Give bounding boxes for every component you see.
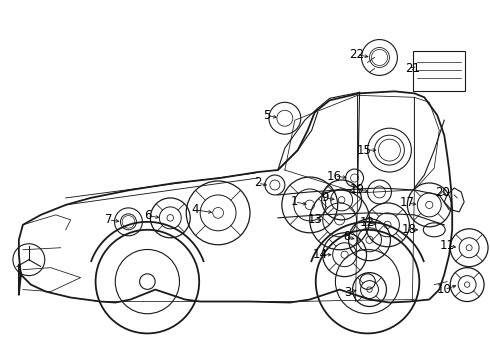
Text: 12: 12 [360, 216, 375, 229]
Text: 17: 17 [400, 197, 415, 210]
Text: 19: 19 [350, 184, 365, 197]
Text: 22: 22 [349, 48, 364, 61]
Text: 16: 16 [327, 170, 342, 183]
Text: 8: 8 [343, 230, 350, 243]
Text: 6: 6 [144, 210, 151, 222]
Text: 4: 4 [192, 203, 199, 216]
Text: 21: 21 [405, 62, 420, 75]
Text: 9: 9 [321, 192, 328, 204]
Text: 15: 15 [357, 144, 372, 157]
Text: 1: 1 [291, 195, 298, 208]
Text: 20: 20 [435, 186, 450, 199]
Text: 10: 10 [437, 283, 452, 296]
Text: 3: 3 [344, 286, 351, 299]
Text: 7: 7 [105, 213, 112, 226]
Text: 14: 14 [312, 248, 327, 261]
Text: 2: 2 [254, 176, 262, 189]
Text: 5: 5 [263, 109, 270, 122]
Text: 13: 13 [307, 213, 322, 226]
Text: 11: 11 [440, 239, 455, 252]
Text: 18: 18 [402, 223, 417, 236]
